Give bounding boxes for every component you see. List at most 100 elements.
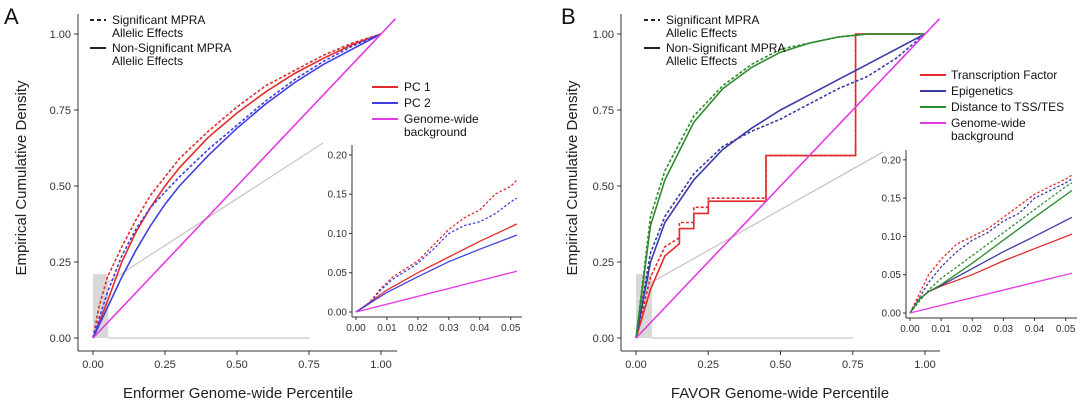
x-tick-label: 0.50 <box>226 359 247 371</box>
inset-series-line <box>355 234 518 313</box>
inset-x-tick-label: 0.00 <box>900 324 920 335</box>
legend-pc1-label: PC 1 <box>404 80 431 94</box>
inset-series-line <box>909 233 1073 314</box>
inset-x-tick-label: 0.01 <box>931 324 951 335</box>
inset-x-tick-label: 0.04 <box>470 323 490 334</box>
panel-b-xlabel: FAVOR Genome-wide Percentile <box>671 385 889 402</box>
series-line <box>635 33 926 339</box>
legend-background-label-1: Genome-wide <box>404 112 479 126</box>
zoom-connector-line <box>107 142 324 283</box>
y-tick-label: 0.25 <box>593 257 614 269</box>
inset-x-tick-label: 0.01 <box>377 323 397 334</box>
x-tick-label: 1.00 <box>914 359 935 371</box>
panel-a-inset: 0.00 0.01 0.02 0.03 0.04 0.05 0.00 0.05 0.10 0.15… <box>328 145 522 334</box>
legend-background-label-2: background <box>951 129 1014 143</box>
inset-y-tick-label: 0.20 <box>882 155 902 166</box>
x-tick-label: 0.25 <box>154 359 175 371</box>
y-tick-label: 0.25 <box>50 257 71 269</box>
inset-x-tick-label: 0.02 <box>408 323 428 334</box>
zoom-connector-line <box>651 151 884 283</box>
inset-y-tick-label: 0.15 <box>882 194 902 205</box>
panel-a-label: A <box>4 4 19 29</box>
x-tick-label: 0.25 <box>698 359 719 371</box>
inset-series-line <box>909 189 1073 314</box>
legend-distance-label: Distance to TSS/TES <box>951 100 1064 114</box>
panel-a-ylabel: Empirical Cumulative Density <box>13 80 30 276</box>
panel-a: A Empirical Cumulative Density Enformer … <box>4 4 522 402</box>
inset-series-line <box>909 174 1073 314</box>
inset-x-tick-label: 0.03 <box>994 324 1014 335</box>
panel-b-linestyle-legend: Significant MPRA Allelic Effects Non-Sig… <box>644 13 785 68</box>
y-tick-label: 0.50 <box>50 181 71 193</box>
legend-dashed-label-1: Significant MPRA <box>666 13 759 27</box>
panel-a-linestyle-legend: Significant MPRA Allelic Effects Non-Sig… <box>90 13 231 68</box>
inset-y-tick-label: 0.20 <box>328 150 348 161</box>
panel-b-label: B <box>561 4 576 29</box>
legend-background-label-2: background <box>404 125 467 139</box>
inset-x-tick-label: 0.04 <box>1025 324 1045 335</box>
inset-series-line <box>355 270 518 313</box>
legend-solid-label-1: Non-Significant MPRA <box>666 41 785 55</box>
legend-solid-label-1: Non-Significant MPRA <box>112 41 231 55</box>
legend-tf-label: Transcription Factor <box>951 68 1057 82</box>
inset-series-line <box>909 216 1073 314</box>
inset-x-tick-label: 0.02 <box>963 324 983 335</box>
panel-b: B Empirical Cumulative Density FAVOR Gen… <box>561 4 1077 402</box>
x-tick-label: 0.75 <box>842 359 863 371</box>
inset-series-line <box>909 178 1073 314</box>
y-tick-label: 1.00 <box>50 29 71 41</box>
panel-a-xlabel: Enformer Genome-wide Percentile <box>123 385 353 402</box>
x-tick-label: 0.75 <box>298 359 319 371</box>
inset-y-tick-label: 0.05 <box>882 270 902 281</box>
inset-series-line <box>355 197 518 313</box>
panel-a-axes: 0.00 0.25 0.50 0.75 1.00 0.00 0.25 0.50 0.75 1.00 <box>50 14 397 371</box>
series-line <box>92 33 382 339</box>
panel-b-inset-axes: 0.00 0.01 0.02 0.03 0.04 0.05 0.00 0.05 0.10 0.15… <box>882 150 1077 335</box>
inset-y-tick-label: 0.15 <box>328 190 348 201</box>
legend-solid-label-2: Allelic Effects <box>112 54 183 68</box>
panel-a-lines <box>92 18 396 339</box>
y-tick-label: 0.00 <box>593 333 614 345</box>
panel-b-inset: 0.00 0.01 0.02 0.03 0.04 0.05 0.00 0.05 0.10 0.15… <box>882 150 1077 335</box>
inset-x-tick-label: 0.05 <box>501 323 521 334</box>
legend-dashed-label-1: Significant MPRA <box>112 13 205 27</box>
series-line <box>92 18 396 339</box>
series-line <box>92 33 382 339</box>
series-line <box>635 33 926 339</box>
y-tick-label: 1.00 <box>593 29 614 41</box>
inset-series-line <box>355 223 518 313</box>
x-tick-label: 0.00 <box>625 359 646 371</box>
inset-series-line <box>909 272 1073 314</box>
inset-y-tick-label: 0.00 <box>882 309 902 320</box>
panel-b-axes: 0.00 0.25 0.50 0.75 1.00 0.00 0.25 0.50 0.75 1.00 <box>593 14 940 371</box>
inset-x-tick-label: 0.05 <box>1056 324 1076 335</box>
inset-x-tick-label: 0.03 <box>439 323 459 334</box>
legend-epigenetics-label: Epigenetics <box>951 84 1013 98</box>
legend-pc2-label: PC 2 <box>404 96 431 110</box>
panel-b-color-legend: Transcription Factor Epigenetics Distanc… <box>920 68 1064 143</box>
inset-y-tick-label: 0.10 <box>882 232 902 243</box>
inset-y-tick-label: 0.10 <box>328 229 348 240</box>
y-tick-label: 0.50 <box>593 181 614 193</box>
panel-a-inset-lines <box>355 179 518 313</box>
series-line <box>635 33 925 339</box>
series-line <box>92 33 382 339</box>
panel-b-inset-lines <box>909 174 1073 314</box>
inset-series-line <box>909 182 1073 314</box>
series-line <box>635 33 925 339</box>
y-tick-label: 0.00 <box>50 333 71 345</box>
legend-dashed-label-2: Allelic Effects <box>666 26 737 40</box>
legend-solid-label-2: Allelic Effects <box>666 54 737 68</box>
legend-dashed-label-2: Allelic Effects <box>112 26 183 40</box>
x-tick-label: 0.00 <box>82 359 103 371</box>
inset-y-tick-label: 0.05 <box>328 268 348 279</box>
y-tick-label: 0.75 <box>50 105 71 117</box>
panel-b-ylabel: Empirical Cumulative Density <box>564 80 581 276</box>
panel-a-color-legend: PC 1 PC 2 Genome-wide background <box>372 80 479 139</box>
inset-y-tick-label: 0.00 <box>328 308 348 319</box>
inset-x-tick-label: 0.00 <box>346 323 366 334</box>
y-tick-label: 0.75 <box>593 105 614 117</box>
x-tick-label: 0.50 <box>770 359 791 371</box>
series-line <box>635 18 941 339</box>
